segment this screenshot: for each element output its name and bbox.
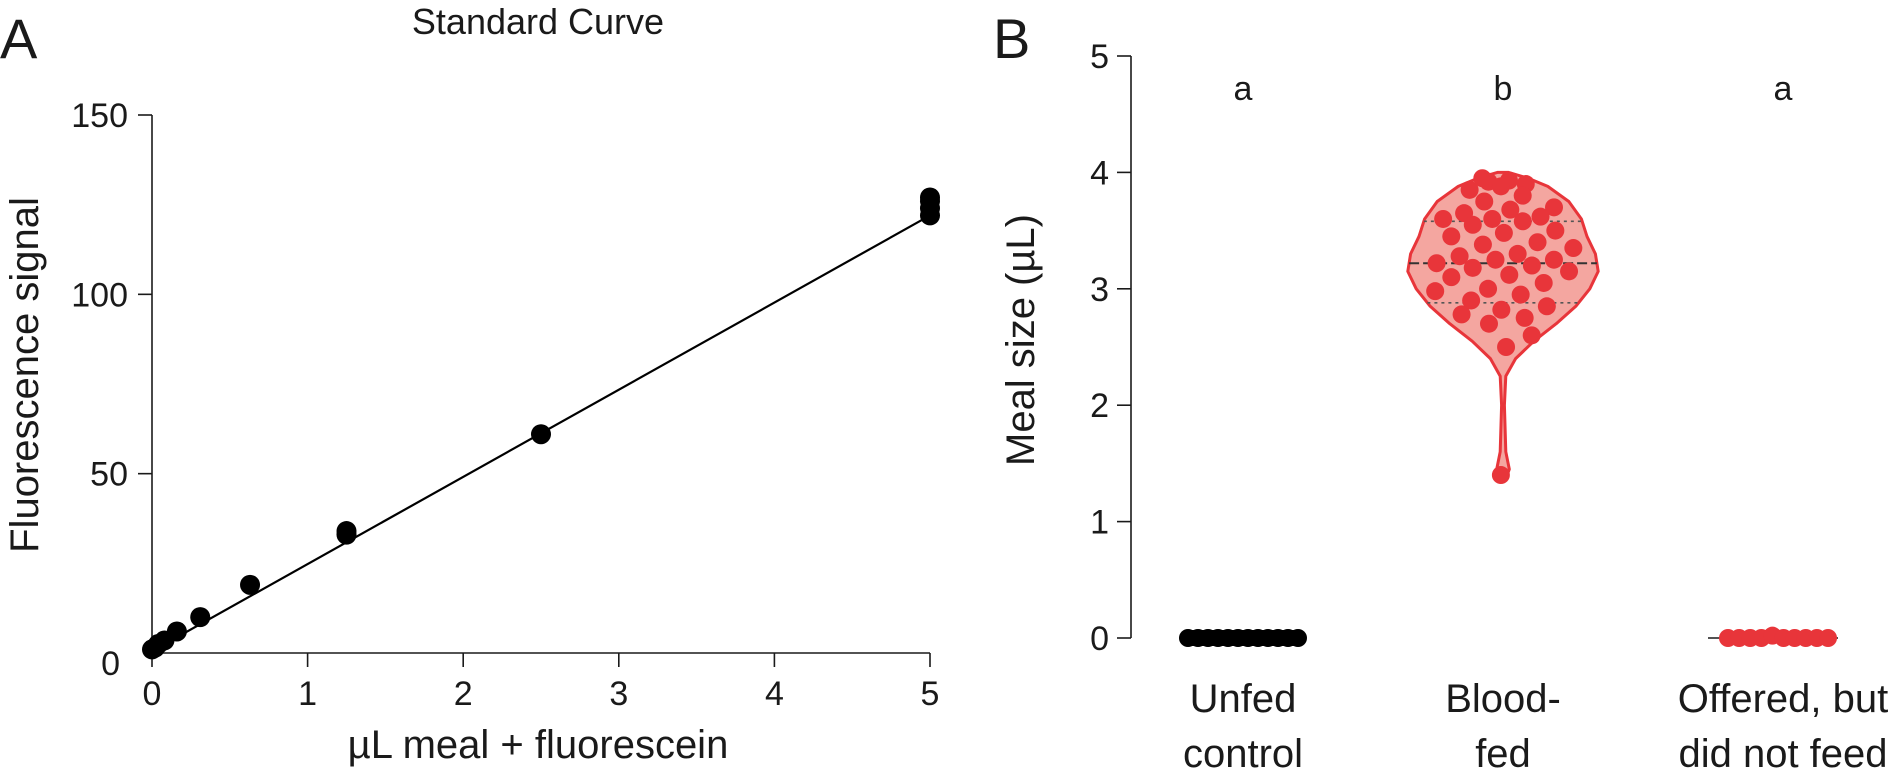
- blood-fed-point: [1479, 314, 1498, 333]
- plot-area-b: [1179, 169, 1838, 647]
- panel-a: A Standard Curve µL meal + fluorescein F…: [0, 1, 940, 767]
- blood-fed-point: [1560, 262, 1579, 281]
- blood-fed-point: [1522, 326, 1541, 345]
- x-tick-label-a: 3: [609, 675, 628, 713]
- data-point: [920, 187, 940, 208]
- unfed-point: [1289, 629, 1307, 647]
- y-tick-label-a: 100: [71, 276, 128, 314]
- x-axis-label-a: µL meal + fluorescein: [348, 723, 729, 767]
- data-point: [166, 621, 187, 642]
- data-point: [531, 424, 551, 445]
- blood-fed-point: [1463, 258, 1482, 277]
- significance-letter: b: [1494, 70, 1513, 108]
- blood-fed-point: [1508, 244, 1527, 263]
- blood-fed-point: [1450, 247, 1469, 266]
- category-labels: Unfed control Blood-fed Offered, but did not…: [1183, 677, 1888, 771]
- significance-letter: a: [1774, 70, 1793, 108]
- blood-fed-point: [1442, 227, 1461, 246]
- blood-fed-point: [1513, 212, 1532, 231]
- y-axis-label-b: Meal size (µL): [999, 214, 1043, 466]
- chart-title-a: Standard Curve: [412, 1, 664, 42]
- blood-fed-point: [1500, 265, 1519, 284]
- panel-label-a: A: [0, 7, 38, 70]
- blood-fed-point: [1491, 466, 1510, 485]
- y-tick-label-b: 5: [1090, 38, 1109, 76]
- y-tick-label-b: 3: [1090, 271, 1109, 309]
- blood-fed-point: [1564, 239, 1583, 258]
- x-tick-label-a: 0: [143, 675, 162, 713]
- blood-fed-point: [1534, 273, 1553, 292]
- data-point: [336, 521, 357, 542]
- y-axis-label-a: Fluorescence signal: [3, 197, 47, 553]
- blood-fed-point: [1537, 297, 1556, 316]
- category-label-line: Blood-: [1445, 677, 1561, 721]
- category-label-line: Unfed: [1190, 677, 1297, 721]
- y-tick-label-a: 50: [90, 456, 128, 494]
- blood-fed-point: [1544, 250, 1563, 269]
- blood-fed-point: [1479, 279, 1498, 298]
- panel-b: B Meal size (µL) 0 1 2 3 4 5 a b a Unfed control…: [993, 7, 1888, 771]
- category-label-line: did not feed: [1678, 732, 1887, 771]
- x-tick-label-a: 5: [921, 675, 940, 713]
- blood-fed-point: [1501, 200, 1520, 219]
- blood-fed-point: [1475, 192, 1494, 211]
- blood-fed-point: [1473, 235, 1492, 254]
- blood-fed-point: [1522, 256, 1541, 275]
- blood-fed-point: [1515, 308, 1534, 327]
- y-tick-label-a: 0: [101, 645, 120, 683]
- blood-fed-point: [1434, 209, 1453, 228]
- blood-fed-point: [1497, 338, 1516, 356]
- category-label-line: Offered, but: [1678, 677, 1889, 721]
- blood-fed-point: [1491, 177, 1510, 196]
- blood-fed-point: [1511, 285, 1530, 304]
- blood-fed-point: [1546, 221, 1565, 240]
- blood-fed-point: [1463, 215, 1482, 234]
- category-label-line: control: [1183, 732, 1303, 771]
- blood-fed-point: [1452, 305, 1471, 324]
- blood-fed-point: [1486, 250, 1505, 269]
- panel-label-b: B: [993, 7, 1030, 70]
- blood-fed-point: [1492, 300, 1511, 319]
- y-tick-label-b: 2: [1090, 387, 1109, 425]
- category-label-line: fed: [1475, 732, 1531, 771]
- ticks-b: 0 1 2 3 4 5: [1090, 38, 1131, 658]
- blood-fed-point: [1531, 207, 1550, 226]
- blood-fed-point: [1513, 186, 1532, 205]
- blood-fed-point: [1426, 282, 1445, 301]
- blood-fed-point: [1483, 209, 1502, 228]
- y-tick-label-a: 150: [71, 97, 128, 135]
- blood-fed-point: [1494, 223, 1513, 242]
- blood-fed-point: [1462, 291, 1481, 310]
- blood-fed-point: [1528, 233, 1547, 252]
- data-points-a: [142, 187, 940, 660]
- y-tick-label-b: 0: [1090, 620, 1109, 658]
- not-fed-point: [1819, 629, 1837, 647]
- blood-fed-point: [1545, 198, 1564, 217]
- blood-fed-point: [1427, 254, 1446, 273]
- blood-fed-point: [1442, 268, 1461, 287]
- x-tick-label-a: 1: [298, 675, 317, 713]
- y-tick-label-b: 1: [1090, 504, 1109, 542]
- data-point: [190, 607, 211, 628]
- significance-letter: a: [1234, 70, 1253, 108]
- x-tick-label-a: 4: [765, 675, 784, 713]
- y-tick-label-b: 4: [1090, 154, 1109, 192]
- x-tick-label-a: 2: [454, 675, 473, 713]
- data-point: [240, 574, 261, 595]
- blood-fed-point: [1460, 180, 1479, 199]
